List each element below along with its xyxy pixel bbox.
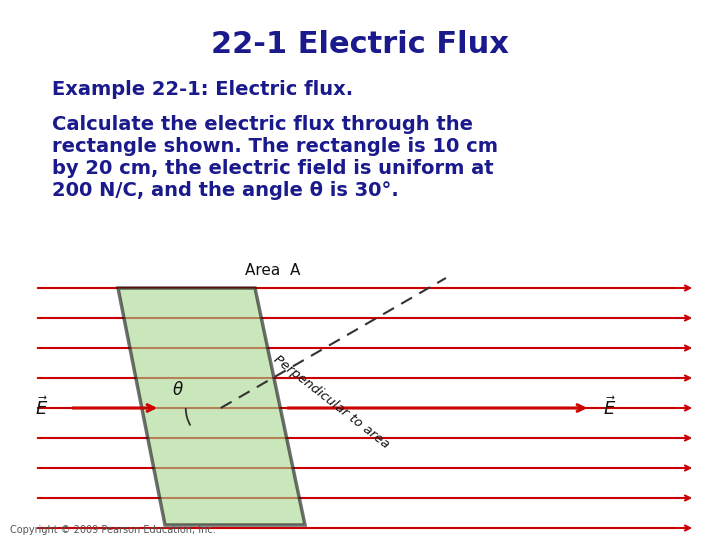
Text: 22-1 Electric Flux: 22-1 Electric Flux <box>211 30 509 59</box>
Text: $\vec{E}$: $\vec{E}$ <box>35 396 49 420</box>
Text: Example 22-1: Electric flux.: Example 22-1: Electric flux. <box>52 80 353 99</box>
Text: Area  A: Area A <box>245 263 300 278</box>
Text: Copyright © 2009 Pearson Education, Inc.: Copyright © 2009 Pearson Education, Inc. <box>10 525 216 535</box>
Text: θ: θ <box>173 381 183 399</box>
Text: Calculate the electric flux through the: Calculate the electric flux through the <box>52 115 473 134</box>
Text: rectangle shown. The rectangle is 10 cm: rectangle shown. The rectangle is 10 cm <box>52 137 498 156</box>
Polygon shape <box>118 288 305 525</box>
Text: 200 N/C, and the angle θ is 30°.: 200 N/C, and the angle θ is 30°. <box>52 181 399 200</box>
Text: $\vec{E}$: $\vec{E}$ <box>603 396 616 420</box>
Text: by 20 cm, the electric field is uniform at: by 20 cm, the electric field is uniform … <box>52 159 494 178</box>
Text: Perpendicular to area: Perpendicular to area <box>271 353 392 451</box>
